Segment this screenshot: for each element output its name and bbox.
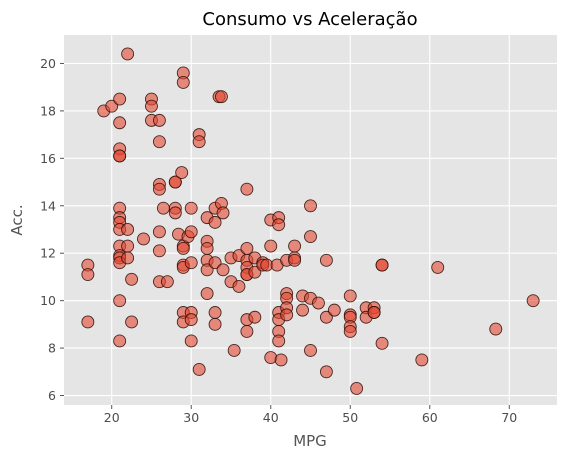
y-tick-label: 6 xyxy=(48,388,56,403)
x-tick-label: 70 xyxy=(501,410,517,425)
data-point xyxy=(280,308,294,322)
data-point xyxy=(121,239,135,253)
data-point xyxy=(160,275,174,289)
data-point xyxy=(489,322,503,336)
data-point xyxy=(168,175,182,189)
data-point xyxy=(176,242,190,255)
data-points xyxy=(81,47,540,395)
data-point xyxy=(240,182,254,196)
x-tick-label: 20 xyxy=(104,410,120,425)
data-point xyxy=(264,239,278,253)
data-point xyxy=(319,365,333,379)
data-point xyxy=(113,116,127,130)
data-point xyxy=(113,334,127,348)
data-point xyxy=(375,258,389,272)
y-axis-label: Acc. xyxy=(8,204,26,235)
data-point xyxy=(526,294,540,308)
data-point xyxy=(350,381,364,395)
data-point xyxy=(156,201,170,215)
data-point xyxy=(304,230,317,244)
data-point xyxy=(216,206,230,220)
data-point xyxy=(200,287,214,300)
data-point xyxy=(304,199,317,213)
y-tick-label: 12 xyxy=(40,246,56,261)
data-point xyxy=(145,99,158,113)
data-point xyxy=(152,244,166,258)
data-point xyxy=(272,218,286,232)
data-point xyxy=(296,303,309,317)
data-point xyxy=(319,253,333,267)
data-point xyxy=(208,215,222,229)
data-point xyxy=(121,47,135,61)
data-point xyxy=(192,135,206,149)
data-point xyxy=(288,253,302,267)
data-point xyxy=(415,353,429,367)
data-point xyxy=(184,225,198,239)
data-point xyxy=(274,353,288,367)
data-point xyxy=(192,362,206,376)
data-point xyxy=(240,325,254,338)
data-point xyxy=(81,315,95,329)
data-point xyxy=(327,303,341,317)
data-point xyxy=(176,75,190,89)
data-point xyxy=(113,294,127,308)
data-point xyxy=(184,256,198,270)
y-tick-label: 20 xyxy=(40,56,56,71)
data-point xyxy=(184,313,198,327)
data-point xyxy=(152,113,166,127)
data-point xyxy=(121,223,135,236)
y-tick-label: 14 xyxy=(40,198,56,213)
data-point xyxy=(232,279,246,293)
data-point xyxy=(272,334,286,348)
data-point xyxy=(152,135,166,149)
chart-title: Consumo vs Aceleração xyxy=(202,9,417,30)
x-axis-ticks: 20 30 40 50 60 70 xyxy=(104,405,517,425)
y-tick-label: 10 xyxy=(40,293,56,308)
data-point xyxy=(343,325,357,338)
data-point xyxy=(304,343,317,357)
data-point xyxy=(208,306,222,319)
data-point xyxy=(431,260,445,274)
x-tick-label: 30 xyxy=(183,410,199,425)
data-point xyxy=(113,92,127,106)
data-point xyxy=(200,242,214,255)
data-point xyxy=(288,239,302,253)
y-tick-label: 16 xyxy=(40,151,56,166)
data-point xyxy=(214,90,228,104)
x-tick-label: 60 xyxy=(422,410,438,425)
data-point xyxy=(152,182,166,196)
y-tick-label: 8 xyxy=(48,341,56,356)
data-point xyxy=(208,317,222,331)
y-tick-label: 18 xyxy=(40,103,56,118)
data-point xyxy=(152,225,166,239)
data-point xyxy=(375,336,389,350)
data-point xyxy=(312,296,325,310)
data-point xyxy=(137,232,150,246)
data-point xyxy=(81,268,95,282)
data-point xyxy=(121,251,135,265)
data-point xyxy=(168,206,182,220)
data-point xyxy=(227,343,241,357)
data-point xyxy=(184,334,198,348)
data-point xyxy=(240,242,254,255)
x-tick-label: 50 xyxy=(342,410,358,425)
x-axis-label: MPG xyxy=(293,432,327,450)
y-axis-ticks: 6 8 10 12 14 16 18 20 xyxy=(40,56,64,403)
data-point xyxy=(248,310,262,324)
data-point xyxy=(175,166,189,180)
data-point xyxy=(367,306,381,319)
data-point xyxy=(343,289,357,303)
data-point xyxy=(113,149,127,163)
x-tick-label: 40 xyxy=(263,410,279,425)
data-point xyxy=(184,201,198,215)
data-point xyxy=(216,263,230,277)
data-point xyxy=(125,272,139,286)
data-point xyxy=(125,315,139,329)
